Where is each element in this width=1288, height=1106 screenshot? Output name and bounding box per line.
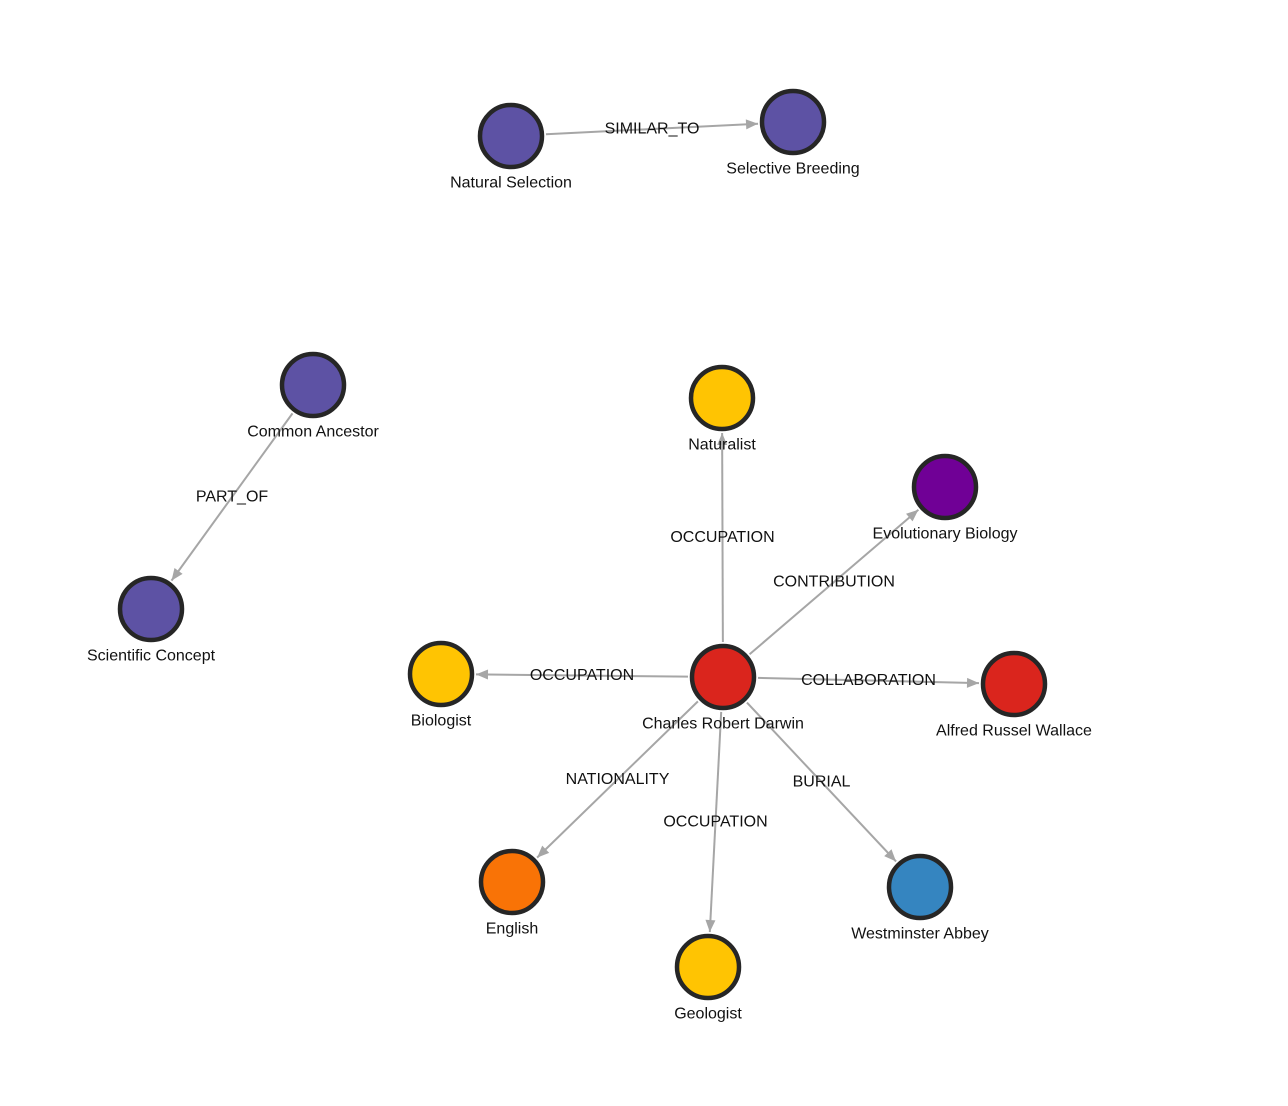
node-selective-breeding[interactable] (759, 88, 827, 156)
edge-label-charles-robert-darwin--english[interactable]: NATIONALITY (566, 771, 670, 788)
node-westminster-abbey[interactable] (886, 853, 954, 921)
edge-label-charles-robert-darwin--westminster-abbey[interactable]: BURIAL (793, 774, 851, 791)
node-label-selective-breeding: Selective Breeding (726, 161, 859, 178)
node-label-biologist: Biologist (411, 713, 472, 730)
node-label-naturalist: Naturalist (688, 437, 756, 454)
node-charles-robert-darwin[interactable] (689, 643, 757, 711)
edge-charles-robert-darwin--geologist[interactable] (705, 711, 723, 933)
node-label-natural-selection: Natural Selection (450, 175, 572, 192)
node-label-charles-robert-darwin: Charles Robert Darwin (642, 716, 804, 733)
edge-charles-robert-darwin--english[interactable] (536, 700, 699, 859)
edge-charles-robert-darwin--alfred-russel-wallace[interactable] (757, 676, 980, 688)
edge-label-charles-robert-darwin--evolutionary-biology[interactable]: CONTRIBUTION (773, 574, 895, 591)
node-biologist[interactable] (407, 640, 475, 708)
node-label-geologist: Geologist (674, 1006, 742, 1023)
edge-charles-robert-darwin--westminster-abbey[interactable] (746, 701, 897, 863)
node-label-alfred-russel-wallace: Alfred Russel Wallace (936, 723, 1092, 740)
edge-label-charles-robert-darwin--geologist[interactable]: OCCUPATION (663, 814, 767, 831)
edge-natural-selection--selective-breeding[interactable] (545, 119, 759, 136)
node-label-english: English (486, 921, 538, 938)
edge-label-charles-robert-darwin--biologist[interactable]: OCCUPATION (530, 667, 634, 684)
edge-label-charles-robert-darwin--alfred-russel-wallace[interactable]: COLLABORATION (801, 672, 936, 689)
edge-charles-robert-darwin--biologist[interactable] (475, 669, 689, 680)
node-common-ancestor[interactable] (279, 351, 347, 419)
labels-layer: SIMILAR_TO PART_OF OCCUPATION CONTRIBUTION O… (87, 121, 1092, 1023)
edge-label-common-ancestor--scientific-concept[interactable]: PART_OF (196, 489, 269, 506)
node-label-common-ancestor: Common Ancestor (247, 424, 379, 441)
node-label-evolutionary-biology: Evolutionary Biology (873, 526, 1018, 543)
edge-common-ancestor--scientific-concept[interactable] (170, 412, 294, 582)
node-naturalist[interactable] (688, 364, 756, 432)
edge-label-charles-robert-darwin--naturalist[interactable]: OCCUPATION (670, 529, 774, 546)
node-label-scientific-concept: Scientific Concept (87, 648, 216, 665)
nodes-layer (117, 88, 1048, 1001)
edges-layer (170, 119, 980, 933)
node-evolutionary-biology[interactable] (911, 453, 979, 521)
edge-charles-robert-darwin--naturalist[interactable] (717, 432, 728, 643)
edge-charles-robert-darwin--evolutionary-biology[interactable] (748, 508, 920, 656)
node-label-westminster-abbey: Westminster Abbey (851, 926, 989, 943)
node-natural-selection[interactable] (477, 102, 545, 170)
node-alfred-russel-wallace[interactable] (980, 650, 1048, 718)
node-geologist[interactable] (674, 933, 742, 1001)
node-english[interactable] (478, 848, 546, 916)
node-scientific-concept[interactable] (117, 575, 185, 643)
edge-label-natural-selection--selective-breeding[interactable]: SIMILAR_TO (605, 121, 700, 138)
